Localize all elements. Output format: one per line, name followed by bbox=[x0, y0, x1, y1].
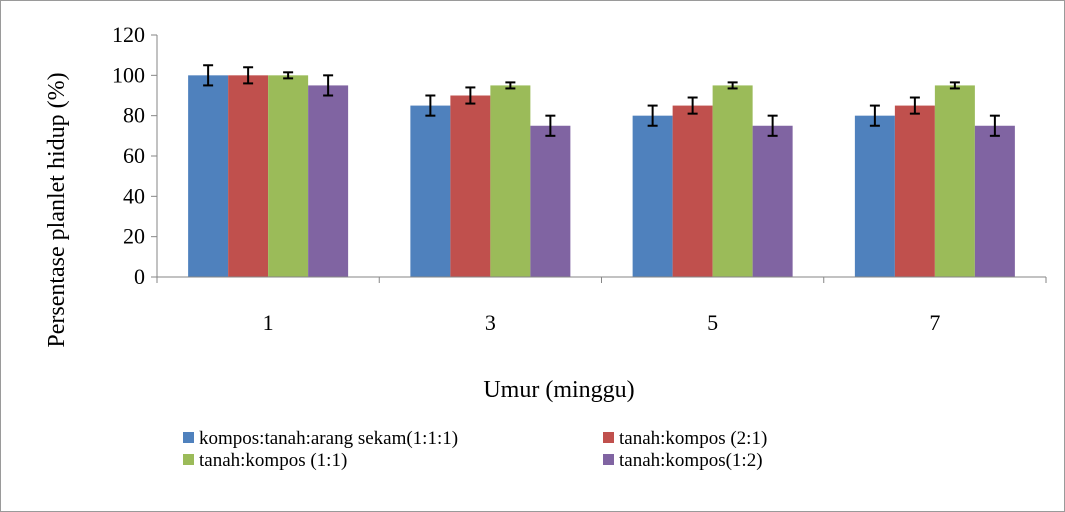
bar-2-week-5 bbox=[672, 105, 713, 277]
bar-1-week-1 bbox=[188, 75, 229, 277]
bar-3-week-1 bbox=[268, 75, 309, 277]
bar-2-week-7 bbox=[894, 105, 935, 277]
bar-4-week-7 bbox=[974, 125, 1015, 277]
bar-2-week-1 bbox=[228, 75, 269, 277]
x-axis-title: Umur (minggu) bbox=[483, 377, 634, 403]
legend-label-1: kompos:tanah:arang sekam(1:1:1) bbox=[199, 428, 458, 449]
bar-4-week-3 bbox=[530, 125, 571, 277]
legend-label-4: tanah:kompos(1:2) bbox=[619, 450, 763, 471]
bar-1-week-7 bbox=[854, 115, 895, 278]
x-tick-label: 3 bbox=[485, 310, 496, 335]
plot-area: 0 20 40 60 80 100 120 1 3 5 7 bbox=[112, 22, 1047, 335]
bar-3-week-3 bbox=[490, 85, 531, 278]
y-tick-label: 40 bbox=[123, 183, 145, 208]
y-axis-title-group: Persentase planlet hidup (%) bbox=[44, 72, 70, 347]
legend-label-3: tanah:kompos (1:1) bbox=[199, 450, 347, 471]
legend-swatch-3 bbox=[183, 454, 194, 465]
y-tick-label: 20 bbox=[123, 224, 145, 249]
y-tick-label: 120 bbox=[112, 22, 145, 47]
y-tick-label: 60 bbox=[123, 143, 145, 168]
legend-swatch-2 bbox=[603, 432, 614, 443]
x-tick-label: 1 bbox=[263, 310, 274, 335]
x-tick-label: 5 bbox=[707, 310, 718, 335]
bar-4-week-1 bbox=[308, 85, 349, 278]
legend-swatch-4 bbox=[603, 454, 614, 465]
legend-swatch-1 bbox=[183, 432, 194, 443]
legend: kompos:tanah:arang sekam(1:1:1) tanah:kom… bbox=[183, 428, 767, 471]
bar-4-week-5 bbox=[752, 125, 793, 277]
bar-3-week-5 bbox=[712, 85, 753, 278]
y-tick-label: 0 bbox=[134, 264, 145, 289]
bar-2-week-3 bbox=[450, 95, 491, 277]
bar-1-week-5 bbox=[632, 115, 673, 278]
y-tick-label: 100 bbox=[112, 62, 145, 87]
bar-3-week-7 bbox=[934, 85, 975, 278]
bar-1-week-3 bbox=[410, 105, 451, 277]
x-tick-label: 7 bbox=[929, 310, 940, 335]
legend-label-2: tanah:kompos (2:1) bbox=[619, 428, 767, 449]
y-tick-label: 80 bbox=[123, 103, 145, 128]
y-axis-title: Persentase planlet hidup (%) bbox=[44, 72, 70, 347]
